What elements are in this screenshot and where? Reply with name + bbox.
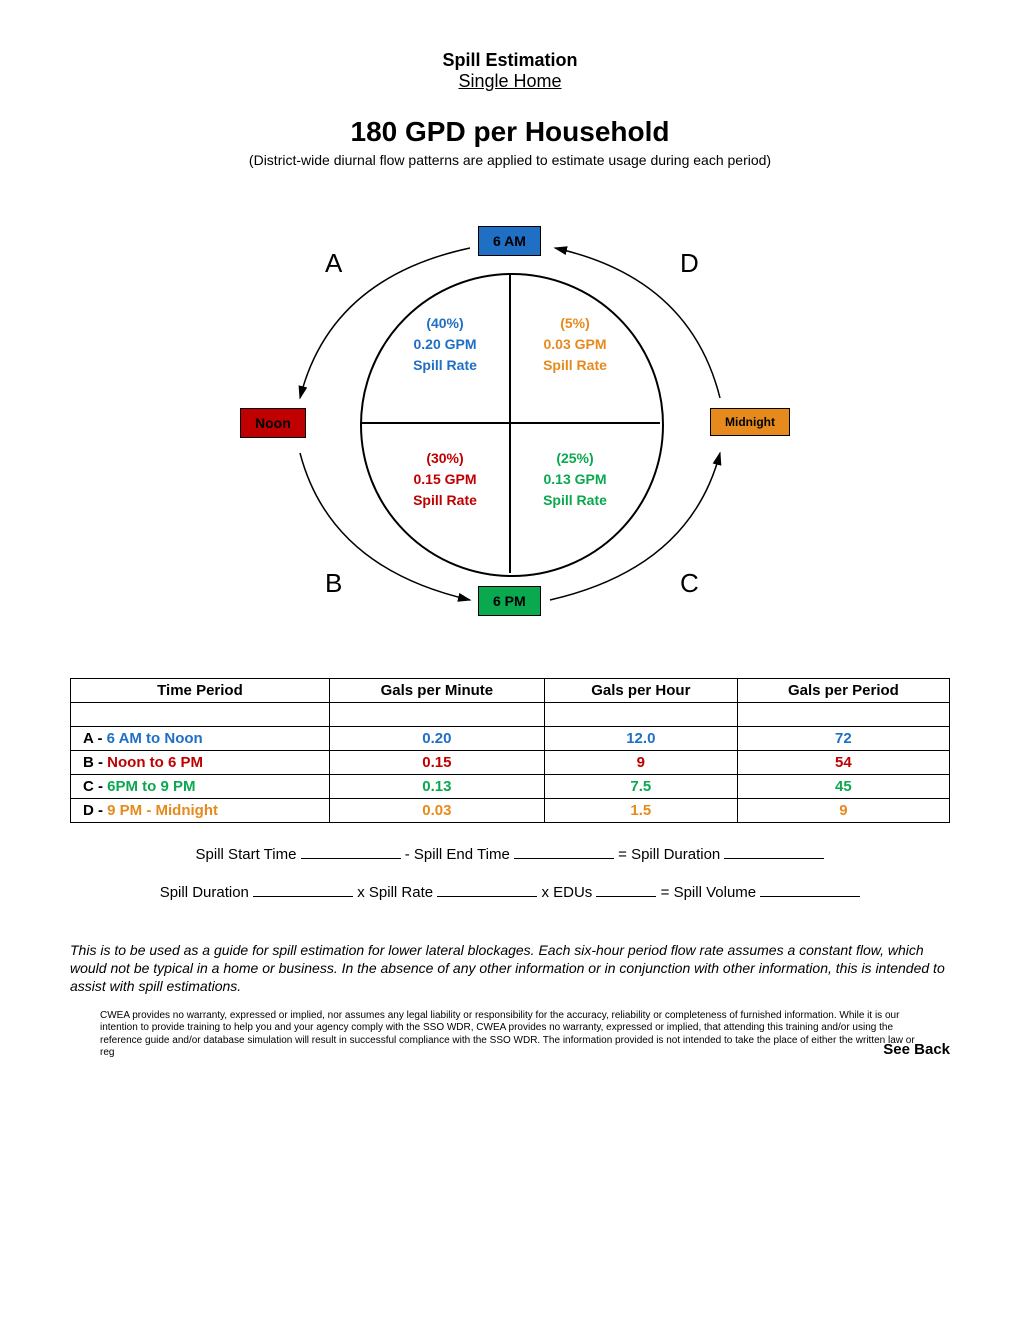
corner-B: B	[325, 568, 342, 599]
table-row: A - 6 AM to Noon0.2012.072	[71, 727, 950, 751]
cross-horizontal	[360, 422, 660, 424]
see-back: See Back	[883, 1041, 950, 1060]
quad-B: (30%) 0.15 GPM Spill Rate	[385, 448, 505, 511]
time-box-midnight: Midnight	[710, 408, 790, 436]
corner-A: A	[325, 248, 342, 279]
time-box-noon: Noon	[240, 408, 306, 438]
table-row: D - 9 PM - Midnight0.031.59	[71, 799, 950, 823]
corner-C: C	[680, 568, 699, 599]
quad-D: (5%) 0.03 GPM Spill Rate	[515, 313, 635, 376]
main-title: 180 GPD per Household	[70, 116, 950, 148]
quad-C: (25%) 0.13 GPM Spill Rate	[515, 448, 635, 511]
table-row-blank	[71, 703, 950, 727]
spill-rate-table: Time Period Gals per Minute Gals per Hou…	[70, 678, 950, 823]
subtitle: (District-wide diurnal flow patterns are…	[70, 152, 950, 168]
formula-duration: Spill Start Time - Spill End Time = Spil…	[70, 843, 950, 863]
fineprint: CWEA provides no warranty, expressed or …	[70, 1010, 950, 1060]
title-line1: Spill Estimation	[70, 50, 950, 71]
disclaimer: This is to be used as a guide for spill …	[70, 941, 950, 996]
title-line2: Single Home	[70, 71, 950, 92]
table-row: B - Noon to 6 PM0.15954	[71, 751, 950, 775]
th-period: Time Period	[71, 679, 330, 703]
time-box-6am: 6 AM	[478, 226, 541, 256]
corner-D: D	[680, 248, 699, 279]
th-gpm: Gals per Minute	[329, 679, 544, 703]
th-gph: Gals per Hour	[544, 679, 737, 703]
th-gpp: Gals per Period	[737, 679, 949, 703]
time-box-6pm: 6 PM	[478, 586, 541, 616]
formula-volume: Spill Duration x Spill Rate x EDUs = Spi…	[70, 881, 950, 901]
table-row: C - 6PM to 9 PM0.137.545	[71, 775, 950, 799]
diurnal-diagram: 6 AM Noon 6 PM Midnight A D B C (40%) 0.…	[210, 208, 810, 638]
quad-A: (40%) 0.20 GPM Spill Rate	[385, 313, 505, 376]
